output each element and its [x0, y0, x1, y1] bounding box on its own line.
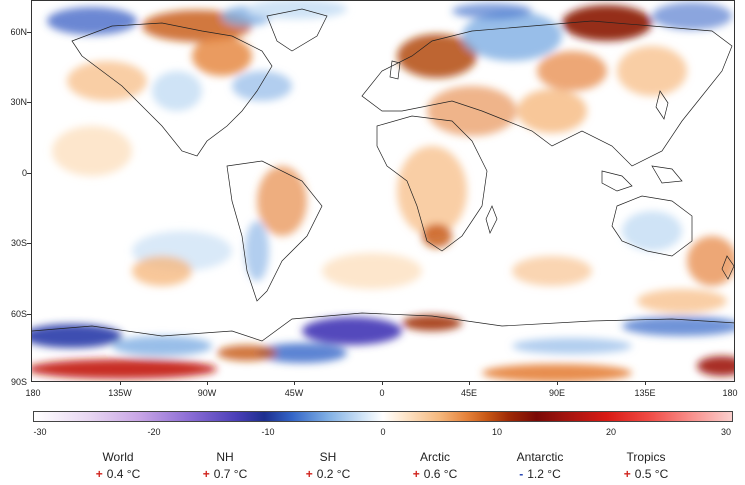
lon-label-135e: 135E [634, 388, 656, 398]
lon-tick [645, 381, 646, 385]
stat-number: 0.6 °C [423, 467, 458, 481]
lat-tick [27, 314, 31, 315]
lon-label-90w: 90W [197, 388, 217, 398]
plus-sign-icon: + [95, 467, 103, 481]
lat-label-60n: 60N [10, 27, 27, 37]
stat-label: NH [216, 450, 234, 464]
lon-tick [469, 381, 470, 385]
colorbar-label: 30 [720, 427, 732, 437]
lat-tick [27, 173, 31, 174]
minus-sign-icon: - [519, 467, 524, 481]
stat-label: World [102, 450, 134, 464]
lat-tick [27, 32, 31, 33]
stat-label: Tropics [626, 450, 666, 464]
stat-number: 0.5 °C [634, 467, 669, 481]
stat-nh: NH +0.7 °C [170, 450, 280, 481]
stat-value: +0.6 °C [380, 467, 490, 481]
plus-sign-icon: + [412, 467, 420, 481]
lon-label-180w: 180 [25, 388, 41, 398]
stat-arctic: Arctic +0.6 °C [380, 450, 490, 481]
colorbar-label: -20 [147, 427, 161, 437]
lon-label-180e: 180 [722, 388, 738, 398]
stat-tropics: Tropics +0.5 °C [591, 450, 701, 481]
lon-tick [294, 381, 295, 385]
lat-label-0: 0 [21, 168, 27, 178]
lon-tick [557, 381, 558, 385]
lat-tick [27, 243, 31, 244]
map-canvas [32, 1, 734, 381]
stat-value: -1.2 °C [485, 467, 595, 481]
lon-tick [382, 381, 383, 385]
lat-label-90s: 90S [10, 377, 27, 387]
coastlines [32, 8, 734, 342]
color-scale-bar [33, 411, 733, 422]
stat-antarctic: Antarctic -1.2 °C [485, 450, 595, 481]
lat-label-60s: 60S [10, 309, 27, 319]
lon-label-45e: 45E [460, 388, 478, 398]
plus-sign-icon: + [305, 467, 313, 481]
stat-label: Antarctic [516, 450, 564, 464]
anomaly-map [31, 0, 735, 382]
colorbar-label: 10 [491, 427, 503, 437]
colorbar-label: -10 [261, 427, 275, 437]
stat-value: +0.7 °C [170, 467, 280, 481]
lat-tick [27, 102, 31, 103]
stat-number: 0.7 °C [213, 467, 248, 481]
stat-value: +0.2 °C [273, 467, 383, 481]
stat-number: 1.2 °C [527, 467, 561, 481]
colorbar-label: 0 [380, 427, 386, 437]
lat-label-30n: 30N [10, 97, 27, 107]
stat-label: Arctic [420, 450, 450, 464]
lon-label-45w: 45W [284, 388, 304, 398]
plus-sign-icon: + [623, 467, 631, 481]
stat-world: World +0.4 °C [63, 450, 173, 481]
stat-value: +0.5 °C [591, 467, 701, 481]
stat-value: +0.4 °C [63, 467, 173, 481]
lon-label-90e: 90E [548, 388, 566, 398]
stat-number: 0.4 °C [106, 467, 141, 481]
stat-number: 0.2 °C [316, 467, 351, 481]
anomaly-field [32, 1, 734, 381]
stat-label: SH [319, 450, 337, 464]
lon-tick [120, 381, 121, 385]
stat-sh: SH +0.2 °C [273, 450, 383, 481]
lon-tick [207, 381, 208, 385]
lon-label-0: 0 [379, 388, 385, 398]
lat-label-30s: 30S [10, 238, 27, 248]
colorbar-label: 20 [605, 427, 617, 437]
colorbar-label: -30 [33, 427, 47, 437]
lon-label-135w: 135W [108, 388, 132, 398]
plus-sign-icon: + [202, 467, 210, 481]
